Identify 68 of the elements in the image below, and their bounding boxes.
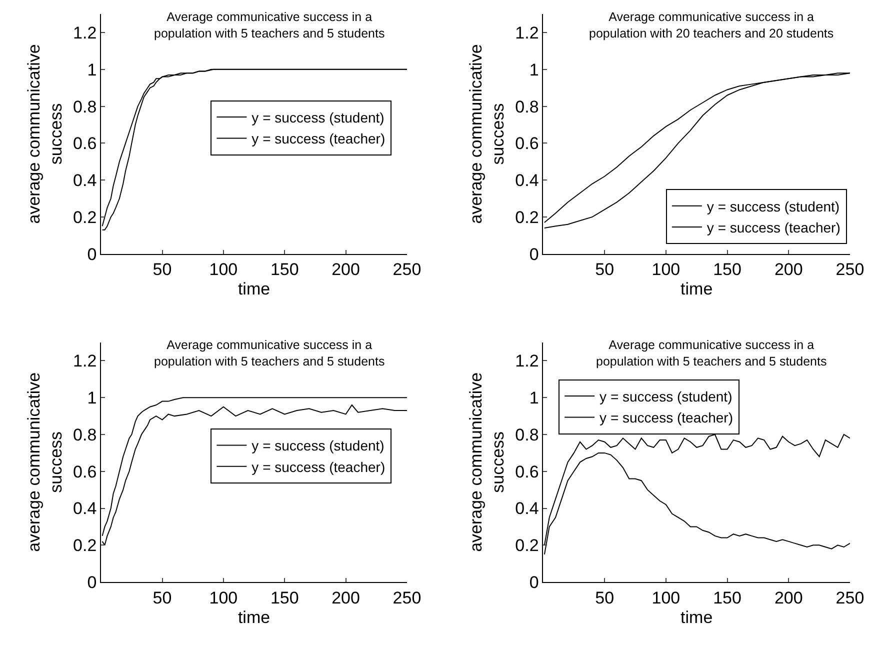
x-tick-label: 50 (152, 260, 172, 280)
y-tick-label: 0.4 (515, 171, 539, 190)
x-tick-label: 200 (332, 588, 360, 608)
legend-label: y = success (teacher) (252, 130, 386, 147)
x-axis-title: time (238, 608, 270, 627)
y-tick-label: 1 (529, 60, 539, 80)
x-tick-label: 100 (209, 588, 238, 608)
y-axis-title: average communicative success (24, 44, 66, 224)
y-tick-label: 0.8 (73, 97, 97, 116)
y-tick-label: 0.2 (515, 536, 539, 556)
legend-label: y = success (student) (252, 109, 384, 126)
y-tick-label: 0.6 (73, 134, 97, 154)
y-tick-label: 0 (87, 572, 97, 592)
y-tick-label: 1.2 (515, 23, 539, 42)
y-axis-title: average communicative success (466, 44, 508, 224)
legend-label: y = success (student) (706, 198, 840, 214)
x-tick-label: 150 (713, 260, 742, 280)
chart-title: Average communicative success in a population with 20 teachers and 20 students (589, 10, 834, 40)
x-tick-label: 200 (332, 260, 360, 280)
y-tick-label: 0.4 (515, 499, 539, 518)
legend-label: y = success (teacher) (600, 410, 733, 426)
x-tick-label: 250 (392, 588, 422, 608)
x-tick-label: 250 (392, 260, 422, 280)
y-tick-label: 1.2 (515, 352, 539, 371)
x-tick-label: 100 (652, 588, 680, 608)
y-tick-label: 0.2 (515, 208, 539, 227)
y-tick-label: 0.8 (73, 425, 97, 444)
y-tick-label: 0 (529, 572, 539, 592)
y-tick-label: 1 (87, 388, 97, 408)
y-tick-label: 1 (529, 388, 539, 408)
y-tick-label: 1 (87, 60, 97, 80)
y-tick-label: 0.6 (73, 462, 97, 482)
y-tick-label: 0.6 (515, 462, 539, 482)
y-tick-label: 0 (87, 244, 97, 264)
x-tick-label: 200 (774, 260, 803, 280)
legend-label: y = success (student) (252, 438, 384, 454)
x-tick-label: 250 (836, 260, 864, 280)
chart-title: Average communicative success in a population with 5 teachers and 5 students (154, 10, 385, 40)
y-tick-label: 1.2 (73, 352, 97, 371)
x-tick-label: 50 (595, 260, 614, 280)
y-tick-label: 0.4 (73, 499, 97, 518)
x-tick-label: 100 (652, 260, 680, 280)
x-axis-title: time (238, 280, 270, 299)
y-tick-label: 0 (529, 244, 539, 264)
chart-title: Average communicative success in a population with 5 teachers and 5 students (154, 338, 385, 368)
x-axis-title: time (680, 608, 713, 627)
y-tick-label: 0.2 (73, 208, 97, 227)
x-tick-label: 50 (595, 588, 614, 608)
x-tick-label: 250 (836, 588, 864, 608)
x-tick-label: 150 (713, 588, 742, 608)
x-tick-label: 100 (209, 260, 238, 280)
y-tick-label: 1.2 (73, 23, 97, 42)
y-tick-label: 0.8 (515, 425, 539, 444)
y-tick-label: 0.8 (515, 97, 539, 116)
x-tick-label: 150 (270, 588, 299, 608)
legend-label: y = success (student) (600, 388, 732, 405)
y-tick-label: 0.2 (73, 536, 97, 556)
y-tick-label: 0.4 (73, 171, 97, 190)
y-axis-title: average communicative success (24, 372, 66, 552)
x-axis-title: time (680, 280, 713, 299)
legend-label: y = success (teacher) (252, 458, 386, 475)
chart-title: Average communicative success in a population with 5 teachers and 5 students (596, 338, 827, 368)
y-axis-title: average communicative success (466, 372, 508, 552)
y-tick-label: 0.6 (515, 134, 539, 154)
legend-label: y = success (teacher) (706, 220, 840, 236)
x-tick-label: 200 (774, 588, 803, 608)
x-tick-label: 150 (270, 260, 299, 280)
x-tick-label: 50 (152, 588, 172, 608)
